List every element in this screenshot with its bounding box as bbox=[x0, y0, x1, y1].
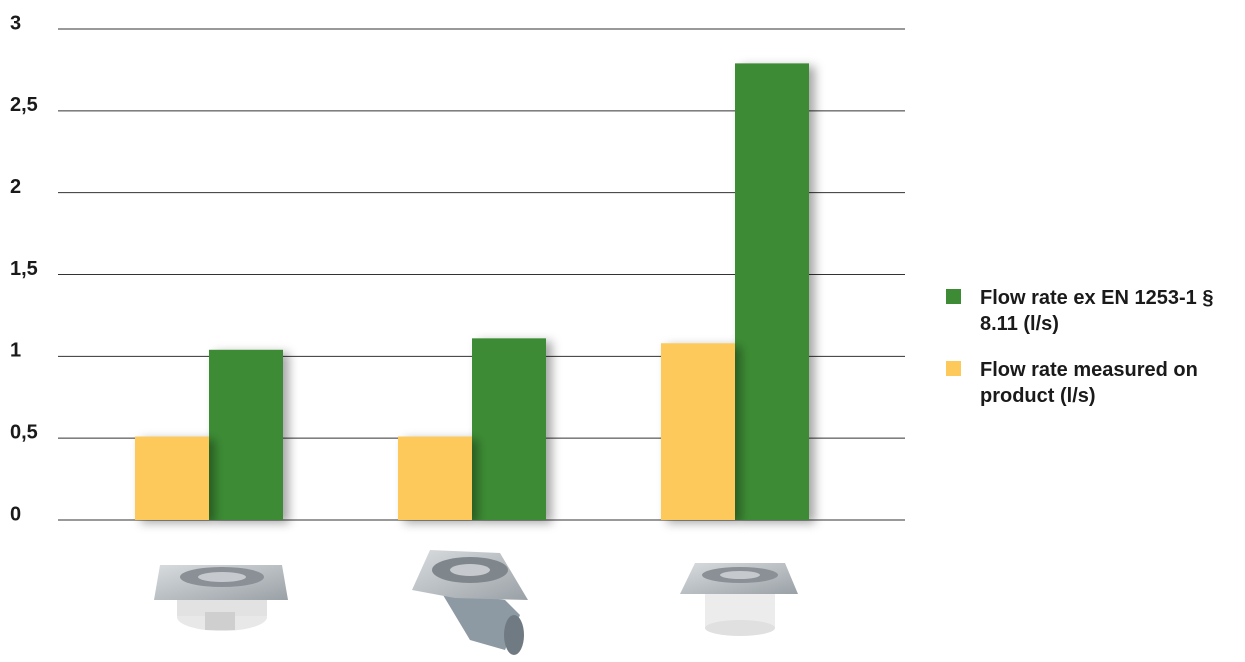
legend-label: Flow rate ex EN 1253-1 § 8.11 (l/s) bbox=[980, 287, 1214, 335]
bars bbox=[135, 63, 809, 521]
y-tick-label: 1,5 bbox=[10, 258, 38, 280]
bar bbox=[735, 63, 809, 521]
bar bbox=[398, 436, 472, 520]
y-tick-label: 2 bbox=[10, 176, 21, 198]
y-tick-label: 2,5 bbox=[10, 94, 38, 116]
y-tick-label: 1 bbox=[10, 340, 21, 362]
legend-swatch bbox=[946, 289, 961, 304]
product-image bbox=[154, 565, 288, 631]
legend-item: Flow rate ex EN 1253-1 § 8.11 (l/s) bbox=[946, 285, 1236, 337]
y-tick-label: 3 bbox=[10, 12, 21, 34]
product-image bbox=[412, 550, 528, 655]
y-tick-label: 0,5 bbox=[10, 421, 38, 443]
legend-swatch bbox=[946, 361, 961, 376]
legend: Flow rate ex EN 1253-1 § 8.11 (l/s) Flow … bbox=[946, 285, 1236, 429]
bar bbox=[472, 338, 546, 520]
bar bbox=[135, 436, 209, 520]
product-image bbox=[680, 563, 798, 636]
bar bbox=[209, 349, 283, 520]
legend-label: Flow rate measured on product (l/s) bbox=[980, 359, 1198, 407]
bar bbox=[661, 343, 735, 520]
y-tick-label: 0 bbox=[10, 503, 21, 525]
legend-item: Flow rate measured on product (l/s) bbox=[946, 357, 1236, 409]
